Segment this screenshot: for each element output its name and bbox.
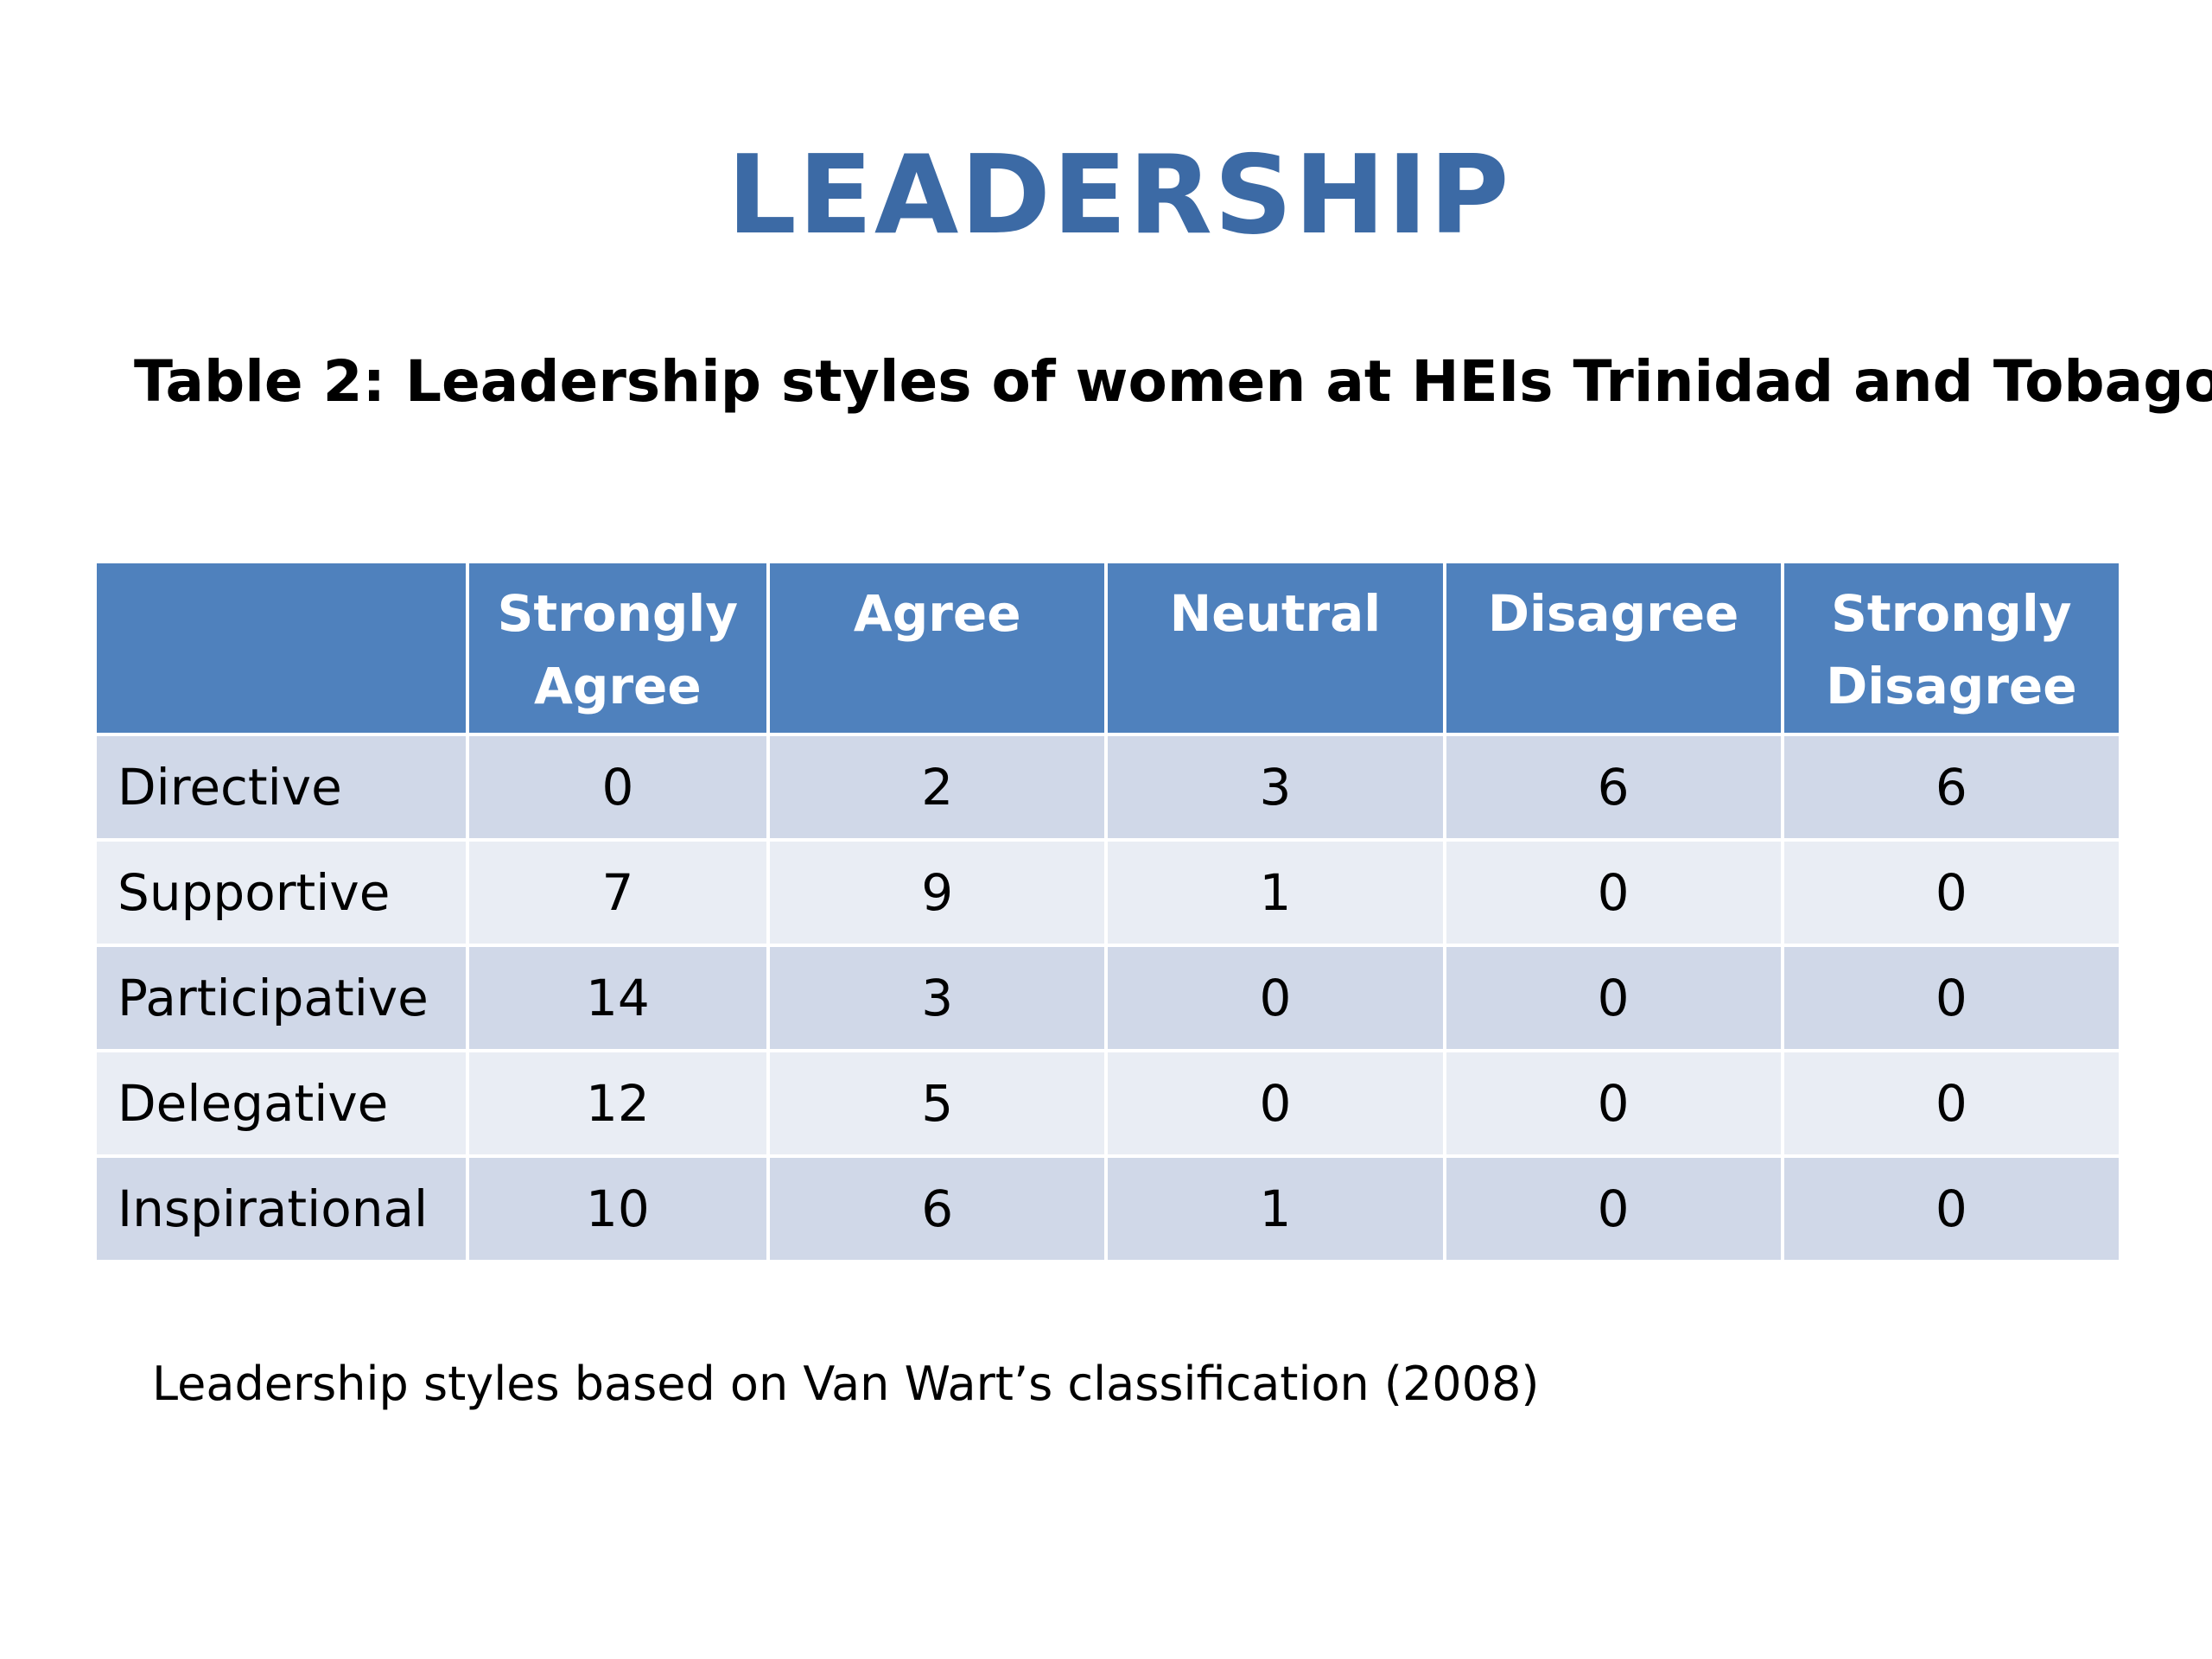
table-cell: 0	[1780, 838, 2123, 947]
table-row: Directive 0 2 3 6 6	[93, 733, 2123, 842]
table-cell: 14	[465, 944, 771, 1052]
footnote: Leadership styles based on Van Wart’s cl…	[152, 1357, 1540, 1411]
table-cell: 6	[1780, 733, 2123, 842]
table-cell: 0	[1780, 1049, 2123, 1158]
table-cell: 0	[1442, 944, 1784, 1052]
header-cell-neutral: Neutral	[1104, 560, 1446, 736]
table-cell: 0	[1104, 1049, 1446, 1158]
header-cell-agree: Agree	[766, 560, 1109, 736]
table-caption: Table 2: Leadership styles of women at H…	[134, 348, 2212, 415]
table-cell: 0	[465, 733, 771, 842]
slide-title: LEADERSHIP	[727, 131, 1511, 258]
table-cell: 1	[1104, 1154, 1446, 1263]
header-cell-corner	[93, 560, 469, 736]
row-label: Delegative	[93, 1049, 469, 1158]
leadership-styles-table: Strongly Agree Agree Neutral Disagree St…	[93, 560, 2123, 1263]
table-row: Inspirational 10 6 1 0 0	[93, 1154, 2123, 1263]
table-header-row: Strongly Agree Agree Neutral Disagree St…	[93, 560, 2123, 736]
table-row: Participative 14 3 0 0 0	[93, 944, 2123, 1052]
header-cell-strongly-disagree: Strongly Disagree	[1780, 560, 2123, 736]
table-cell: 0	[1442, 838, 1784, 947]
table-cell: 5	[766, 1049, 1109, 1158]
table-cell: 3	[1104, 733, 1446, 842]
table-cell: 3	[766, 944, 1109, 1052]
table-cell: 0	[1780, 944, 2123, 1052]
table-cell: 0	[1780, 1154, 2123, 1263]
table-row: Supportive 7 9 1 0 0	[93, 838, 2123, 947]
table-cell: 10	[465, 1154, 771, 1263]
table-cell: 9	[766, 838, 1109, 947]
row-label: Supportive	[93, 838, 469, 947]
row-label: Inspirational	[93, 1154, 469, 1263]
table-cell: 0	[1104, 944, 1446, 1052]
header-cell-disagree: Disagree	[1442, 560, 1784, 736]
table-row: Delegative 12 5 0 0 0	[93, 1049, 2123, 1158]
table-cell: 6	[1442, 733, 1784, 842]
table-cell: 1	[1104, 838, 1446, 947]
table-cell: 0	[1442, 1049, 1784, 1158]
table-cell: 12	[465, 1049, 771, 1158]
table-cell: 2	[766, 733, 1109, 842]
table-cell: 7	[465, 838, 771, 947]
row-label: Directive	[93, 733, 469, 842]
table-cell: 6	[766, 1154, 1109, 1263]
row-label: Participative	[93, 944, 469, 1052]
table-cell: 0	[1442, 1154, 1784, 1263]
header-cell-strongly-agree: Strongly Agree	[465, 560, 771, 736]
